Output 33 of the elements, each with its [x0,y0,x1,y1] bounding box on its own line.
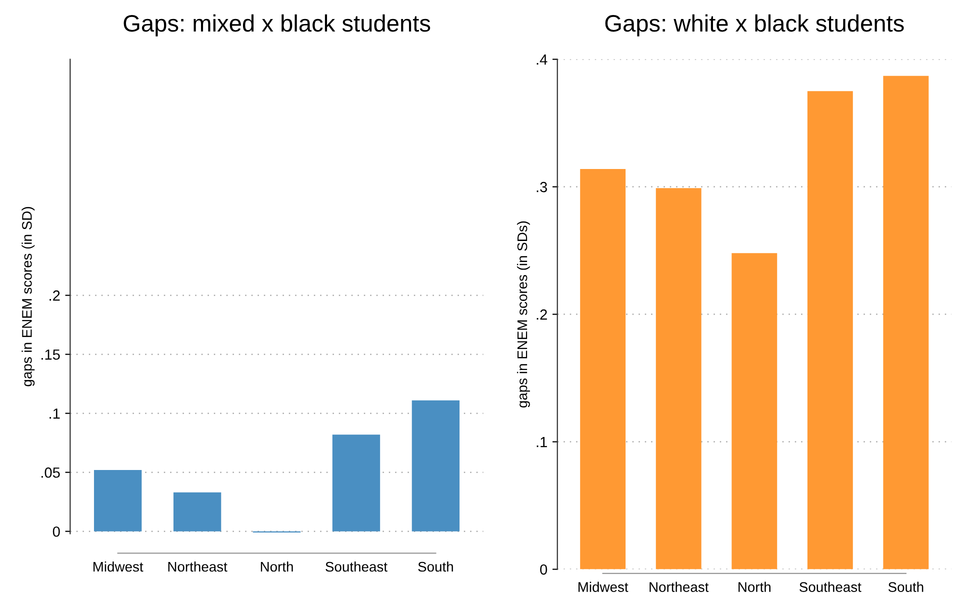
x-tick-label: South [888,582,924,592]
x-tick-label: Southeast [326,561,388,572]
bar [883,76,929,570]
bar [580,168,626,570]
x-tick-label: Midwest [94,561,144,572]
y-tick-label: .1 [536,437,547,448]
y-tick-label: 0 [540,564,548,575]
chart-title: Gaps: white x black students [605,14,904,36]
x-tick-label: North [260,561,293,572]
bar [94,470,142,532]
bar [173,492,222,532]
y-axis-title: gaps in ENEM scores (in SD) [22,207,35,386]
bar [656,188,702,570]
x-tick-label: South [418,561,453,572]
y-axis-title: gaps in ENEM scores (in SDs) [516,221,530,408]
x-tick-label: North [738,582,770,592]
x-tick-label: Northeast [168,561,228,572]
x-tick-label: Southeast [800,582,862,592]
y-tick-label: .2 [50,290,60,301]
x-tick-label: Northeast [650,582,709,592]
chart-title: Gaps: mixed x black students [124,14,430,36]
y-tick-label: 0 [52,526,60,537]
y-tick-label: .2 [536,309,547,320]
bar [412,400,460,532]
y-tick-label: .4 [536,54,548,65]
y-tick-label: .05 [41,467,60,478]
y-tick-label: .1 [50,408,60,419]
y-tick-label: .15 [41,350,60,360]
bar [332,434,380,532]
bar [732,253,778,570]
x-tick-label: Midwest [578,582,628,592]
bar [807,91,853,570]
y-tick-label: .3 [536,182,548,192]
